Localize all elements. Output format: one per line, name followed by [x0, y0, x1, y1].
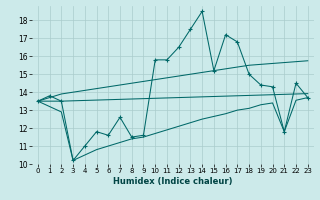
- X-axis label: Humidex (Indice chaleur): Humidex (Indice chaleur): [113, 177, 233, 186]
